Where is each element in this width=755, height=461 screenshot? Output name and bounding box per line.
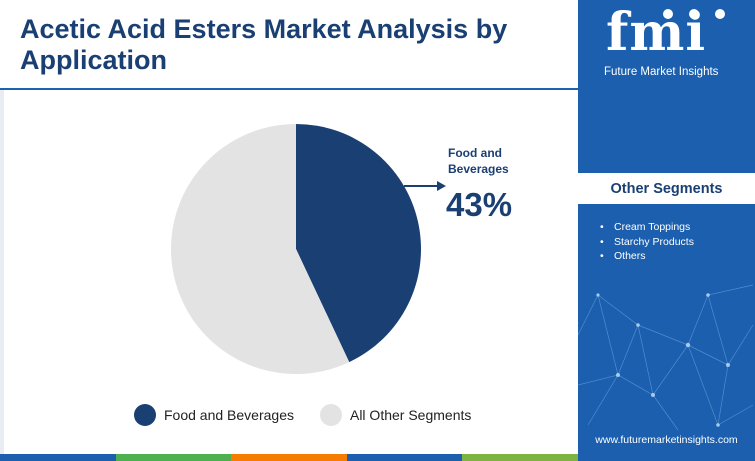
logo-figures-icon (663, 9, 725, 19)
other-segments-title: Other Segments (578, 173, 755, 204)
fmi-logo[interactable]: fmi Future Market Insights (578, 0, 755, 86)
stripe-segment (462, 454, 578, 461)
website-link[interactable]: www.futuremarketinsights.com (595, 434, 738, 446)
legend-swatch-all-other-segments (319, 404, 342, 426)
chart-legend: Food and Beverages All Other Segments (134, 404, 497, 426)
stripe-segment (346, 454, 463, 461)
stripe-segment (0, 454, 116, 461)
side-panel: fmi Future Market Insights Other Segment… (578, 0, 755, 461)
legend-label-food-and-beverages: Food and Beverages (164, 407, 294, 423)
callout-arrow (404, 181, 446, 191)
callout-label: Food and Beverages (448, 146, 509, 176)
bottom-color-stripe (0, 454, 578, 461)
segment-item: Starchy Products (598, 235, 748, 250)
title-divider (0, 88, 578, 90)
segment-item: Others (598, 249, 748, 264)
legend-label-all-other-segments: All Other Segments (349, 407, 472, 423)
stripe-segment (231, 454, 347, 461)
pie-slices (171, 124, 422, 374)
legend-swatch-food-and-beverages (134, 404, 156, 426)
page-title: Acetic Acid Esters Market Analysis by Ap… (20, 14, 508, 75)
callout-value: 43% (446, 186, 513, 223)
network-background-graphic (578, 284, 754, 431)
left-border (0, 90, 4, 455)
logo-caption: Future Market Insights (604, 66, 719, 78)
pie-slice-all-other-segments (171, 124, 350, 374)
logo-letters: fmi (606, 2, 707, 63)
segment-item: Cream Toppings (598, 220, 748, 235)
pie-chart (171, 124, 446, 374)
pie-slice-food-and-beverages (296, 124, 422, 363)
legend-item-all-other-segments: All Other Segments (319, 404, 472, 426)
legend-item-food-and-beverages: Food and Beverages (134, 404, 294, 426)
other-segments-list: Cream Toppings Starchy Products Others (598, 220, 748, 264)
stripe-segment (115, 454, 232, 461)
